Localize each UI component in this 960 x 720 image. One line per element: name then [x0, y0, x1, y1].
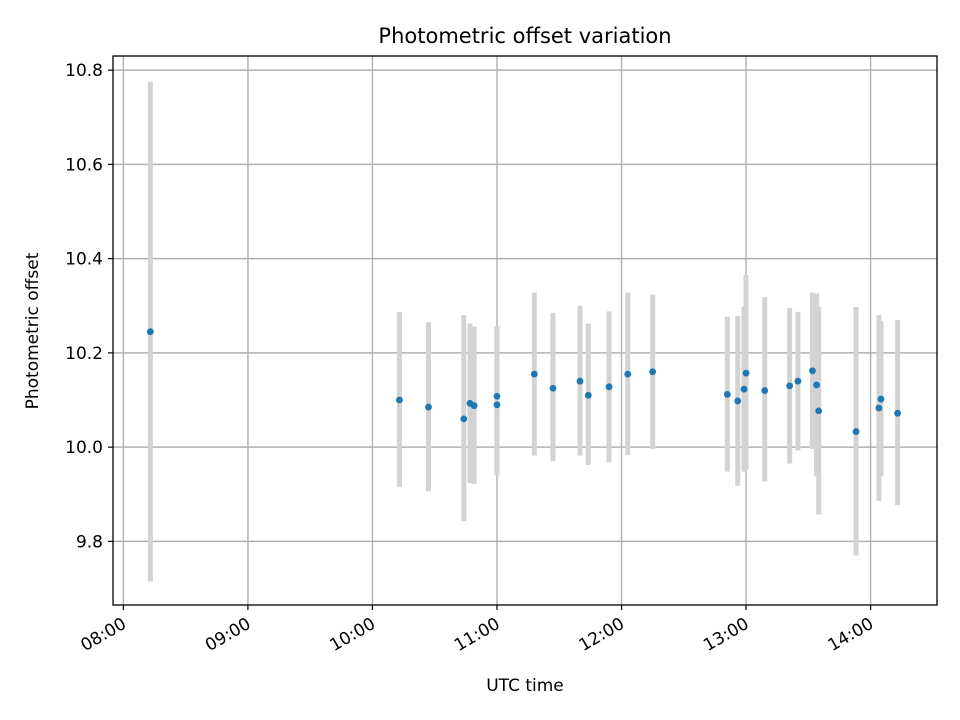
data-point — [470, 402, 478, 410]
data-point — [761, 387, 769, 394]
data-point — [605, 383, 613, 391]
data-point — [786, 382, 794, 390]
data-point — [425, 403, 432, 411]
data-point — [875, 404, 883, 412]
data-point — [624, 370, 632, 378]
data-point — [740, 385, 748, 393]
data-point — [146, 328, 154, 336]
data-point — [813, 381, 821, 389]
y-tick-label: 10.8 — [65, 61, 103, 81]
data-point — [649, 368, 657, 376]
plot-frame — [112, 55, 938, 606]
y-tick-label: 10.0 — [65, 438, 103, 458]
data-point — [742, 369, 750, 377]
data-point — [584, 391, 592, 399]
chart-title: Photometric offset variation — [378, 24, 671, 48]
data-point — [493, 392, 501, 400]
data-point — [877, 395, 885, 403]
data-point — [576, 377, 584, 385]
data-point — [723, 390, 731, 398]
data-point — [530, 370, 538, 378]
y-tick-label: 10.2 — [65, 344, 103, 364]
y-axis-ticks: 9.8 10.0 10.2 10.4 10.6 10.8 — [65, 61, 113, 552]
data-point — [549, 384, 557, 392]
data-point — [734, 397, 742, 405]
y-tick-label: 10.6 — [65, 155, 103, 175]
data-points — [146, 328, 901, 435]
y-axis-label: Photometric offset — [23, 252, 43, 409]
data-point — [815, 407, 823, 415]
data-point — [493, 401, 501, 409]
y-tick-label: 9.8 — [76, 532, 103, 552]
y-tick-label: 10.4 — [65, 250, 103, 270]
data-point — [809, 367, 816, 375]
data-point — [460, 415, 468, 423]
data-point — [794, 377, 802, 385]
x-axis-label: UTC time — [486, 676, 564, 696]
data-point — [396, 396, 403, 404]
data-point — [852, 428, 860, 435]
data-point — [894, 409, 901, 417]
